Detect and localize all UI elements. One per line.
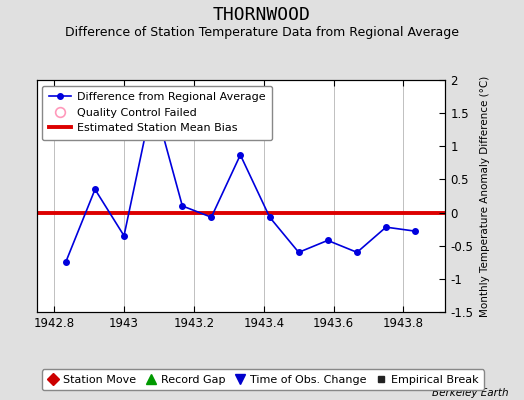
Legend: Station Move, Record Gap, Time of Obs. Change, Empirical Break: Station Move, Record Gap, Time of Obs. C…	[42, 369, 484, 390]
Y-axis label: Monthly Temperature Anomaly Difference (°C): Monthly Temperature Anomaly Difference (…	[480, 75, 490, 317]
Text: THORNWOOD: THORNWOOD	[213, 6, 311, 24]
Legend: Difference from Regional Average, Quality Control Failed, Estimated Station Mean: Difference from Regional Average, Qualit…	[42, 86, 272, 140]
Text: Difference of Station Temperature Data from Regional Average: Difference of Station Temperature Data f…	[65, 26, 459, 39]
Text: Berkeley Earth: Berkeley Earth	[432, 388, 508, 398]
